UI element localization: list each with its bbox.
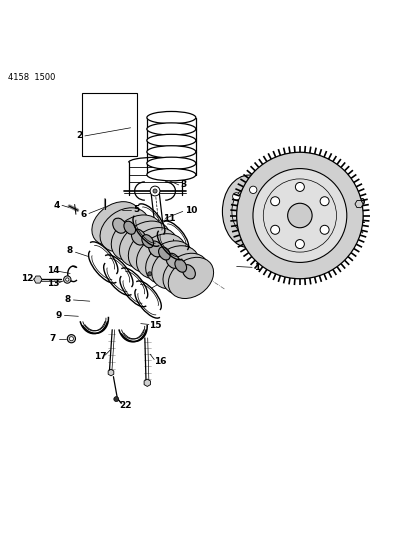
Text: 7: 7 bbox=[50, 334, 56, 343]
Ellipse shape bbox=[100, 208, 149, 252]
Circle shape bbox=[253, 168, 347, 262]
Circle shape bbox=[250, 186, 257, 193]
Text: 9: 9 bbox=[55, 311, 62, 320]
Text: 6: 6 bbox=[80, 210, 87, 219]
Text: 5: 5 bbox=[133, 205, 140, 214]
Text: 4: 4 bbox=[53, 201, 60, 210]
Circle shape bbox=[114, 397, 119, 401]
Ellipse shape bbox=[124, 221, 135, 235]
Text: 11: 11 bbox=[164, 214, 176, 223]
Circle shape bbox=[295, 182, 304, 191]
Text: 10: 10 bbox=[190, 269, 202, 278]
Ellipse shape bbox=[147, 168, 196, 181]
Ellipse shape bbox=[147, 157, 196, 169]
Text: 18: 18 bbox=[286, 156, 298, 165]
Ellipse shape bbox=[168, 257, 214, 298]
Circle shape bbox=[150, 186, 160, 196]
Text: 8: 8 bbox=[64, 295, 71, 304]
Text: 10: 10 bbox=[185, 206, 197, 215]
Circle shape bbox=[69, 337, 73, 341]
Ellipse shape bbox=[149, 241, 163, 257]
Circle shape bbox=[320, 197, 329, 206]
Ellipse shape bbox=[151, 245, 171, 258]
Ellipse shape bbox=[147, 134, 196, 147]
Text: 22: 22 bbox=[119, 401, 131, 410]
Circle shape bbox=[148, 272, 152, 276]
Circle shape bbox=[262, 201, 270, 208]
Ellipse shape bbox=[147, 123, 196, 135]
Text: 15: 15 bbox=[149, 321, 161, 330]
Ellipse shape bbox=[120, 221, 170, 267]
Text: 20: 20 bbox=[354, 198, 366, 206]
Ellipse shape bbox=[146, 241, 193, 284]
Circle shape bbox=[320, 225, 329, 235]
Circle shape bbox=[171, 272, 175, 276]
Ellipse shape bbox=[113, 218, 126, 233]
Text: 12: 12 bbox=[22, 274, 34, 283]
Circle shape bbox=[153, 189, 157, 193]
Ellipse shape bbox=[166, 253, 180, 268]
Text: 2: 2 bbox=[76, 132, 83, 140]
Text: 21: 21 bbox=[353, 216, 365, 225]
Ellipse shape bbox=[131, 229, 146, 245]
Ellipse shape bbox=[222, 175, 276, 248]
Ellipse shape bbox=[111, 215, 162, 261]
Text: 1: 1 bbox=[254, 263, 260, 272]
Bar bbox=[82, 93, 137, 156]
Ellipse shape bbox=[163, 253, 208, 294]
Text: 17: 17 bbox=[94, 352, 106, 361]
Ellipse shape bbox=[147, 146, 196, 158]
Ellipse shape bbox=[142, 235, 153, 248]
Circle shape bbox=[237, 152, 363, 279]
Text: 11: 11 bbox=[160, 276, 173, 285]
Text: 4158  1500: 4158 1500 bbox=[8, 72, 55, 82]
Circle shape bbox=[67, 335, 75, 343]
Text: 3: 3 bbox=[180, 180, 187, 189]
Circle shape bbox=[288, 203, 312, 228]
Ellipse shape bbox=[232, 188, 267, 235]
Circle shape bbox=[233, 193, 240, 200]
Ellipse shape bbox=[182, 265, 195, 279]
Circle shape bbox=[271, 197, 279, 206]
Ellipse shape bbox=[159, 247, 170, 260]
Ellipse shape bbox=[137, 233, 186, 279]
Circle shape bbox=[271, 225, 279, 235]
Circle shape bbox=[295, 239, 304, 248]
Ellipse shape bbox=[175, 259, 186, 272]
Text: 14: 14 bbox=[47, 266, 59, 275]
Text: 13: 13 bbox=[47, 279, 59, 288]
Ellipse shape bbox=[147, 111, 196, 124]
Text: 16: 16 bbox=[154, 357, 166, 366]
Ellipse shape bbox=[146, 241, 177, 262]
Text: 19: 19 bbox=[316, 172, 328, 181]
Circle shape bbox=[66, 278, 69, 281]
Ellipse shape bbox=[152, 246, 199, 289]
Text: 8: 8 bbox=[66, 246, 73, 255]
Ellipse shape bbox=[129, 228, 177, 273]
Circle shape bbox=[64, 276, 71, 283]
Ellipse shape bbox=[92, 201, 141, 246]
